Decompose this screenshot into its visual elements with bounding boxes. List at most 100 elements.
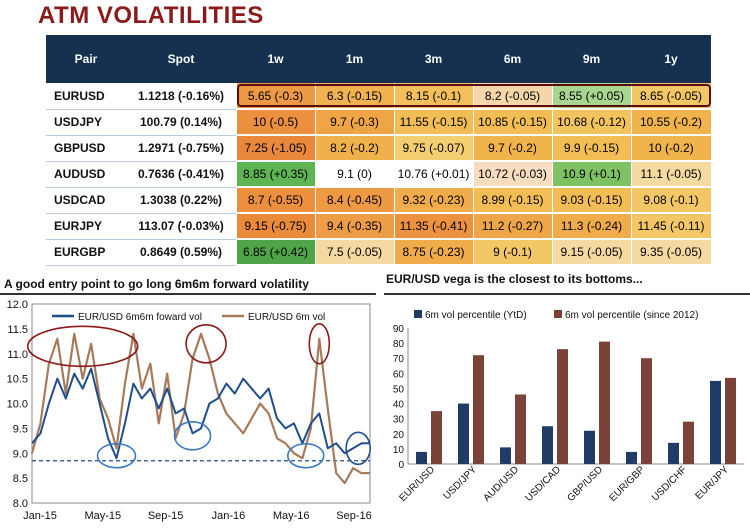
spot-cell: 1.3038 (0.22%)	[126, 187, 237, 214]
page-title: ATM VOLATILITIES	[38, 2, 264, 29]
x-category-label: GBP/USD	[566, 464, 606, 504]
y-tick-label: 8.0	[13, 498, 28, 510]
vol-cell: 9.75 (-0.07)	[394, 135, 474, 162]
vol-cell: 10.72 (-0.03)	[473, 161, 553, 188]
annotation-ellipse	[185, 323, 227, 364]
annotation-ellipse	[345, 431, 371, 466]
column-header: 6m	[473, 35, 552, 83]
vol-cell: 8.65 (-0.05)	[631, 83, 712, 110]
legend-label: 6m vol percentile (YtD)	[425, 310, 527, 321]
column-header: 1m	[315, 35, 394, 83]
vol-cell: 9.15 (-0.05)	[552, 239, 632, 266]
vol-cell: 7.5 (-0.05)	[315, 239, 395, 266]
table-row: USDJPY 100.79 (0.14%) 10 (-0.5) 9.7 (-0.3) 1…	[46, 109, 712, 136]
pair-cell: AUDUSD	[46, 161, 127, 188]
column-header: 3m	[394, 35, 473, 83]
vol-cell: 8.85 (+0.35)	[236, 161, 316, 188]
y-tick-label: 8.5	[13, 473, 28, 485]
bar-ytd	[542, 426, 553, 464]
atm-vol-table: Pair Spot 1w 1m 3m 6m 9m 1y EURUSD 1.1218 (-0.16…	[46, 35, 712, 266]
vol-cell: 9.08 (-0.1)	[631, 187, 712, 214]
spot-cell: 1.2971 (-0.75%)	[126, 135, 237, 162]
table-row: AUDUSD 0.7636 (-0.41%) 8.85 (+0.35) 9.1 (0)…	[46, 161, 712, 188]
vol-cell: 10.55 (-0.2)	[631, 109, 712, 136]
column-header: Pair	[46, 35, 126, 83]
column-header: 1w	[236, 35, 315, 83]
bar-since-2012	[557, 349, 568, 464]
vol-cell: 11.2 (-0.27)	[473, 213, 553, 240]
x-category-label: USD/CAD	[524, 464, 564, 504]
right-chart-caption: EUR/USD vega is the closest to its botto…	[386, 272, 643, 286]
vol-cell: 10.76 (+0.01)	[394, 161, 474, 188]
vol-cell: 9.9 (-0.15)	[552, 135, 632, 162]
vol-cell: 8.2 (-0.2)	[315, 135, 395, 162]
y-tick-label: 10.0	[7, 399, 28, 411]
y-tick-label: 60	[393, 369, 405, 380]
vol-cell: 10 (-0.5)	[236, 109, 316, 136]
vol-cell: 8.4 (-0.45)	[315, 187, 395, 214]
vol-cell: 11.45 (-0.11)	[631, 213, 712, 240]
y-tick-label: 80	[393, 339, 405, 350]
vol-cell: 10.68 (-0.12)	[552, 109, 632, 136]
pair-cell: EURGBP	[46, 239, 127, 266]
vol-cell: 6.85 (+0.42)	[236, 239, 316, 266]
vol-cell: 9.4 (-0.35)	[315, 213, 395, 240]
table-row: GBPUSD 1.2971 (-0.75%) 7.25 (-1.05) 8.2 (-0…	[46, 135, 712, 162]
spot-cell: 0.8649 (0.59%)	[126, 239, 237, 266]
x-category-label: AUD/USD	[482, 464, 522, 504]
bar-since-2012	[515, 394, 526, 464]
y-tick-label: 10.5	[7, 374, 28, 386]
legend-swatch	[414, 310, 422, 318]
vol-cell: 9.7 (-0.2)	[473, 135, 553, 162]
y-tick-label: 9.0	[13, 448, 28, 460]
pair-cell: USDCAD	[46, 187, 127, 214]
y-tick-label: 0	[398, 460, 404, 471]
annotation-ellipse	[286, 442, 325, 469]
pair-cell: EURJPY	[46, 213, 127, 240]
pair-cell: USDJPY	[46, 109, 127, 136]
vol-cell: 11.55 (-0.15)	[394, 109, 474, 136]
vol-cell: 11.1 (-0.05)	[631, 161, 712, 188]
table-row: EURUSD 1.1218 (-0.16%) 5.65 (-0.3) 6.3 (-0.…	[46, 83, 712, 110]
x-tick-label: Sep-16	[336, 510, 371, 522]
vol-cell: 8.2 (-0.05)	[473, 83, 553, 110]
vol-cell: 9 (-0.1)	[473, 239, 553, 266]
vol-cell: 10 (-0.2)	[631, 135, 712, 162]
x-tick-label: May-15	[84, 510, 121, 522]
line-chart: 8.0 8.5 9.0 9.5 10.0 10.5 11.0 11.5 12.0 Jan-15 Ma…	[7, 299, 372, 522]
bar-since-2012	[473, 355, 484, 464]
legend-label: EUR/USD 6m6m foward vol	[78, 312, 202, 323]
table-row: EURGBP 0.8649 (0.59%) 6.85 (+0.42) 7.5 (-0.…	[46, 239, 712, 266]
y-tick-label: 10	[393, 445, 405, 456]
series-line-fwd-vol	[31, 367, 370, 460]
y-tick-label: 30	[393, 415, 405, 426]
column-header: 1y	[631, 35, 711, 83]
vol-cell: 6.3 (-0.15)	[315, 83, 395, 110]
vol-cell: 9.32 (-0.23)	[394, 187, 474, 214]
x-tick-label: Jan-16	[212, 510, 246, 522]
vol-cell: 8.55 (+0.05)	[552, 83, 632, 110]
bar-ytd	[668, 442, 679, 464]
vol-cell: 9.1 (0)	[315, 161, 395, 188]
vol-cell: 8.99 (-0.15)	[473, 187, 553, 214]
y-tick-label: 90	[393, 324, 405, 335]
legend-label: EUR/USD 6m vol	[248, 312, 325, 323]
y-tick-label: 11.0	[7, 349, 28, 361]
vol-cell: 10.9 (+0.1)	[552, 161, 632, 188]
x-category-label: USD/CHF	[650, 464, 689, 503]
vol-cell: 9.7 (-0.3)	[315, 109, 395, 136]
spot-cell: 1.1218 (-0.16%)	[126, 83, 237, 110]
table-row: USDCAD 1.3038 (0.22%) 8.7 (-0.55) 8.4 (-0.4…	[46, 187, 712, 214]
y-tick-label: 40	[393, 400, 405, 411]
table-header-row: Pair Spot 1w 1m 3m 6m 9m 1y	[46, 35, 711, 83]
spot-cell: 0.7636 (-0.41%)	[126, 161, 237, 188]
bar-since-2012	[599, 341, 610, 464]
bar-ytd	[416, 451, 427, 464]
vol-cell: 8.75 (-0.23)	[394, 239, 474, 266]
vol-cell: 5.65 (-0.3)	[236, 83, 316, 110]
annotation-ellipse	[173, 421, 212, 451]
left-divider	[0, 293, 376, 295]
legend-label: 6m vol percentile (since 2012)	[565, 310, 698, 321]
bar-ytd	[710, 380, 721, 464]
y-tick-label: 70	[393, 354, 405, 365]
